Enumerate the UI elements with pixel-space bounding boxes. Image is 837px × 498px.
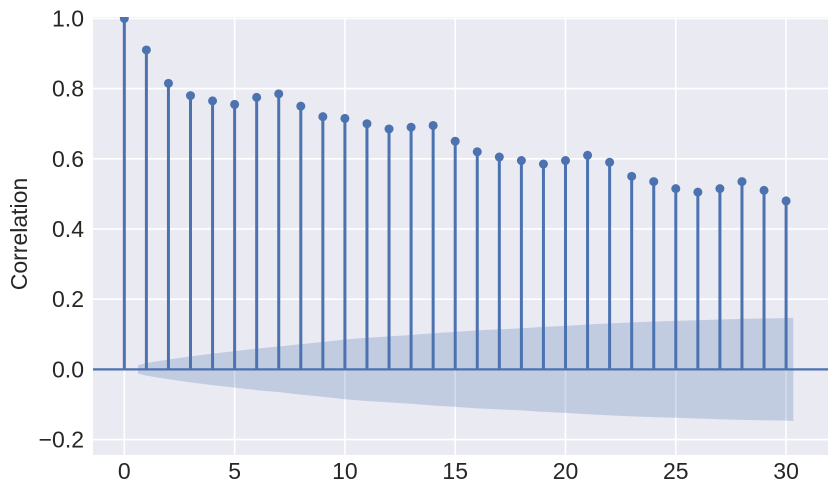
acf-marker-lag-29 bbox=[759, 185, 769, 195]
x-tick-label: 10 bbox=[332, 458, 358, 484]
acf-marker-lag-11 bbox=[362, 119, 372, 129]
acf-marker-lag-1 bbox=[141, 45, 151, 55]
y-tick-label: 0.4 bbox=[52, 216, 84, 242]
acf-marker-lag-10 bbox=[340, 113, 350, 123]
y-tick-label: 1.0 bbox=[52, 5, 84, 31]
x-tick-label: 0 bbox=[118, 458, 131, 484]
plot-background-layer bbox=[93, 17, 828, 455]
x-tick-label: 15 bbox=[442, 458, 468, 484]
acf-marker-lag-18 bbox=[516, 156, 526, 166]
acf-marker-lag-3 bbox=[186, 91, 195, 101]
acf-marker-lag-30 bbox=[781, 196, 791, 206]
acf-marker-lag-13 bbox=[406, 122, 416, 132]
acf-marker-lag-27 bbox=[715, 184, 725, 194]
acf-marker-lag-5 bbox=[230, 99, 240, 109]
acf-marker-lag-28 bbox=[737, 177, 747, 187]
acf-marker-lag-15 bbox=[450, 136, 460, 146]
acf-marker-lag-20 bbox=[561, 156, 570, 166]
acf-marker-lag-23 bbox=[627, 171, 637, 181]
acf-marker-lag-17 bbox=[494, 152, 504, 162]
acf-marker-lag-0 bbox=[119, 17, 129, 23]
y-tick-label: 0.2 bbox=[52, 286, 84, 312]
stem-layer bbox=[122, 18, 788, 370]
acf-marker-lag-26 bbox=[693, 187, 703, 197]
acf-marker-lag-16 bbox=[472, 147, 482, 157]
x-tick-labels: 0 5 10 15 20 25 30 bbox=[118, 458, 799, 484]
y-tick-label: 0.0 bbox=[52, 356, 84, 382]
x-tick-label: 25 bbox=[663, 458, 689, 484]
acf-marker-lag-9 bbox=[318, 112, 328, 122]
acf-marker-lag-8 bbox=[296, 101, 306, 111]
x-tick-label: 20 bbox=[553, 458, 579, 484]
acf-marker-lag-24 bbox=[649, 177, 659, 187]
acf-marker-lag-2 bbox=[163, 78, 173, 88]
acf-marker-lag-7 bbox=[274, 89, 284, 99]
acf-marker-lag-4 bbox=[208, 96, 218, 106]
acf-marker-lag-25 bbox=[671, 184, 681, 194]
acf-marker-lag-21 bbox=[583, 150, 593, 160]
acf-marker-lag-6 bbox=[252, 92, 262, 102]
acf-marker-lag-19 bbox=[538, 159, 548, 169]
y-tick-label: −0.2 bbox=[39, 427, 84, 453]
y-tick-labels: 1.0 0.8 0.6 0.4 0.2 0.0 −0.2 bbox=[39, 5, 85, 452]
axes-background bbox=[93, 17, 828, 455]
acf-marker-lag-22 bbox=[605, 157, 615, 167]
y-tick-label: 0.6 bbox=[52, 146, 84, 172]
y-tick-label: 0.8 bbox=[52, 76, 84, 102]
x-tick-label: 5 bbox=[228, 458, 241, 484]
acf-marker-lag-14 bbox=[428, 120, 438, 130]
y-axis-label: Correlation bbox=[6, 178, 32, 291]
marker-layer bbox=[119, 17, 791, 206]
acf-marker-lag-12 bbox=[384, 124, 394, 134]
x-tick-label: 30 bbox=[773, 458, 799, 484]
